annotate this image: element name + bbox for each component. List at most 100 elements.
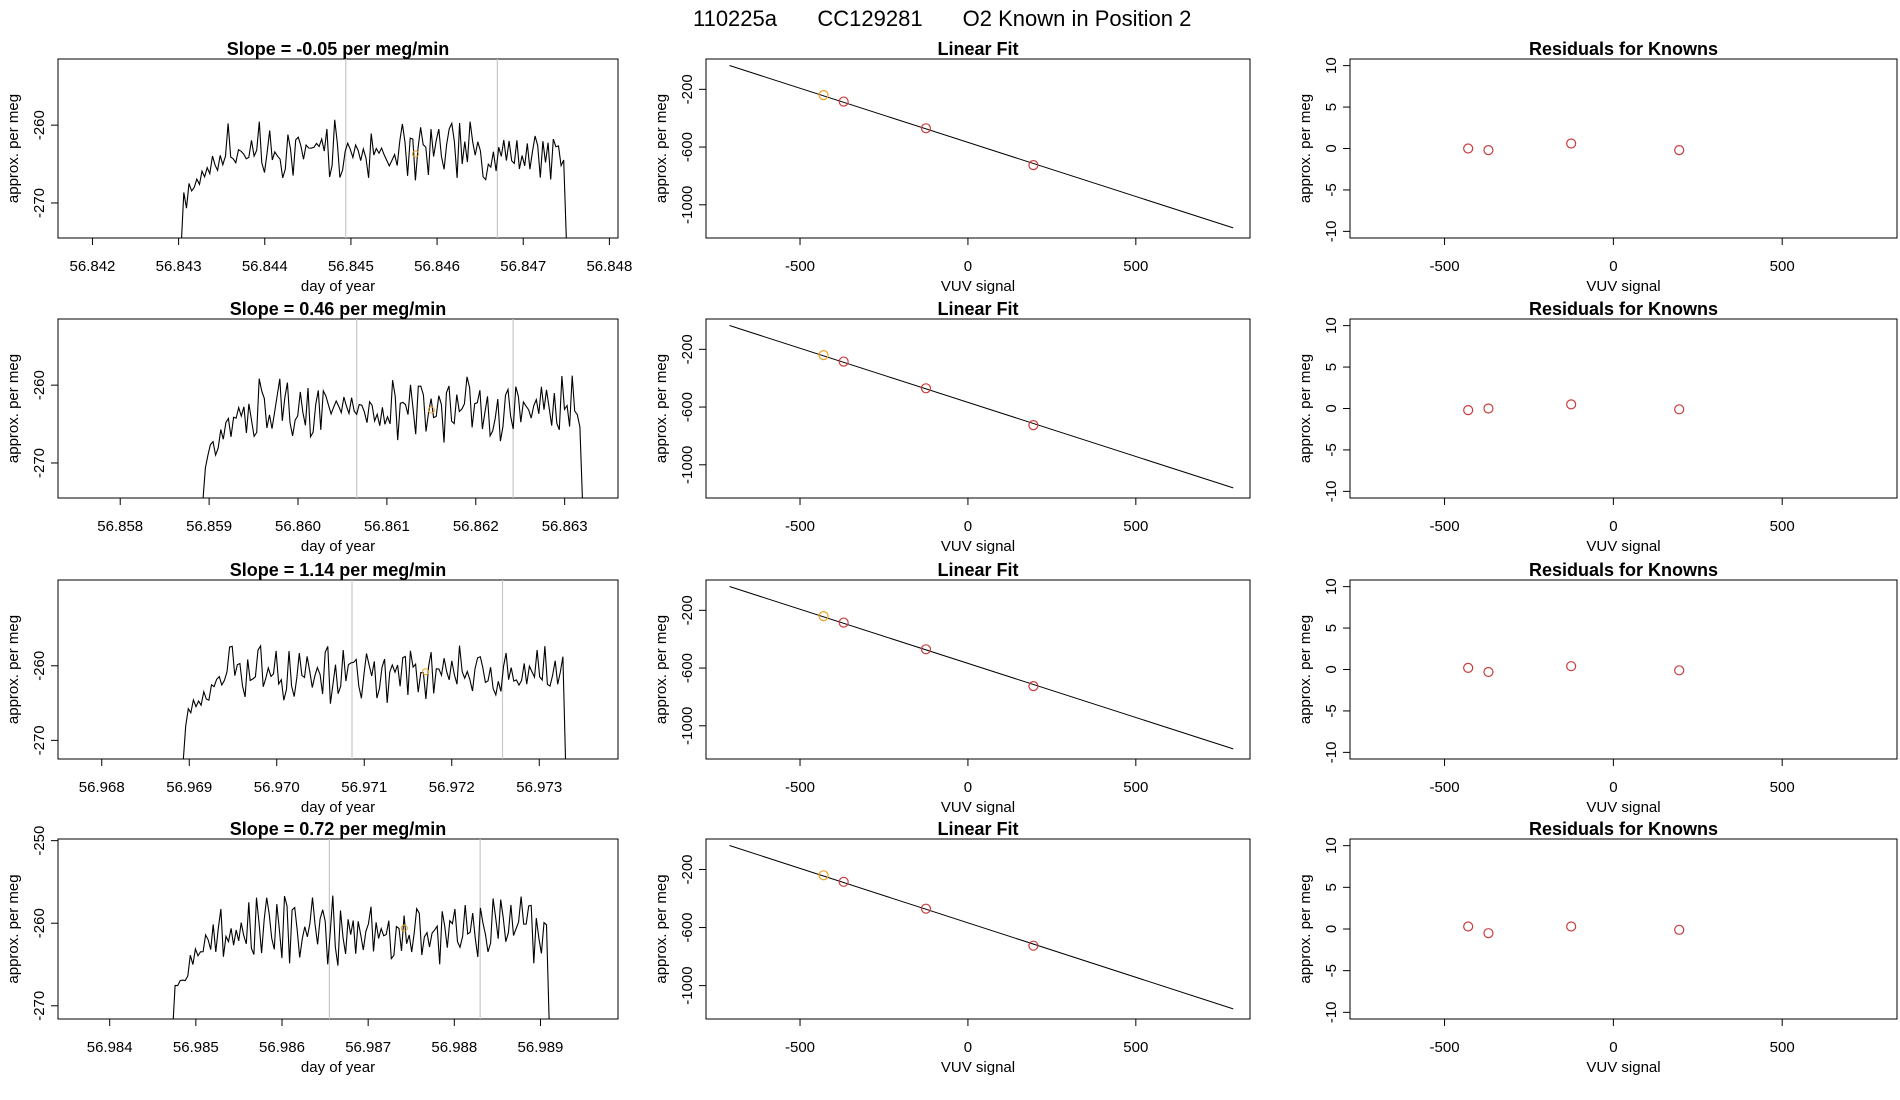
y-tick-label: -200 xyxy=(679,854,696,884)
x-tick-label: 0 xyxy=(964,518,972,535)
x-tick-label: 56.985 xyxy=(173,1039,219,1056)
x-axis-label: VUV signal xyxy=(941,1059,1015,1076)
chart-title: Slope = 0.72 per meg/min xyxy=(230,819,447,839)
panel-grid: Slope = -0.05 per meg/min day of year appr… xyxy=(5,39,1898,1076)
x-tick-label: 56.860 xyxy=(275,518,321,535)
plot-frame xyxy=(705,579,1251,760)
x-tick-label: 56.988 xyxy=(431,1039,477,1056)
x-tick-label: -500 xyxy=(1430,1039,1460,1056)
x-axis-label: day of year xyxy=(301,1059,375,1076)
fit-line xyxy=(729,325,1234,489)
chart-title: Linear Fit xyxy=(937,299,1018,319)
data-point xyxy=(838,356,849,367)
data-point xyxy=(818,610,829,622)
y-tick-label: -10 xyxy=(1323,221,1340,243)
x-tick-label: 500 xyxy=(1770,258,1795,275)
chart-panel-10: Residuals for Knowns VUV signal approx. pe… xyxy=(1297,299,1898,555)
y-tick-label: -5 xyxy=(1323,704,1340,717)
x-axis-label: day of year xyxy=(301,799,375,816)
y-tick-label: -5 xyxy=(1323,443,1340,456)
plot-frame xyxy=(57,838,619,1020)
data-point xyxy=(1463,405,1474,416)
plot-frame xyxy=(1349,58,1898,239)
trace-line xyxy=(181,119,567,238)
data-point xyxy=(920,383,932,394)
y-axis-label: approx. per meg xyxy=(653,874,670,983)
y-axis-label: approx. per meg xyxy=(653,615,670,724)
x-tick-label: 56.968 xyxy=(79,779,125,796)
y-tick-label: -200 xyxy=(679,595,696,625)
x-tick-label: 500 xyxy=(1770,1039,1795,1056)
x-tick-label: 56.861 xyxy=(364,518,410,535)
y-axis-label: approx. per meg xyxy=(653,94,670,203)
x-axis-label: VUV signal xyxy=(941,799,1015,816)
data-point xyxy=(1674,665,1685,676)
x-tick-label: 500 xyxy=(1123,518,1148,535)
mean-marker xyxy=(427,406,435,414)
data-point xyxy=(920,123,932,134)
x-tick-label: 56.971 xyxy=(341,779,387,796)
data-point xyxy=(1566,921,1577,932)
x-tick-label: 0 xyxy=(1609,1039,1617,1056)
plot-frame xyxy=(705,838,1251,1020)
chart-title: Slope = 0.46 per meg/min xyxy=(230,299,447,319)
x-tick-label: -500 xyxy=(785,258,815,275)
x-tick-label: 56.842 xyxy=(70,258,116,275)
plot-frame xyxy=(57,579,619,760)
data-point xyxy=(838,96,849,107)
y-axis-label: approx. per meg xyxy=(1297,615,1314,724)
data-point xyxy=(818,349,829,361)
plot-frame xyxy=(57,318,619,499)
y-tick-label: -270 xyxy=(31,448,48,478)
mean-marker xyxy=(412,150,420,158)
y-tick-label: -5 xyxy=(1323,183,1340,196)
x-tick-label: 56.972 xyxy=(429,779,475,796)
x-tick-label: -500 xyxy=(1430,518,1460,535)
data-point xyxy=(920,903,932,914)
y-tick-label: 0 xyxy=(1323,665,1340,673)
y-tick-label: 0 xyxy=(1323,925,1340,933)
x-tick-label: 500 xyxy=(1123,779,1148,796)
chart-panel-8: Linear Fit VUV signal approx. per meg -500 0… xyxy=(653,819,1251,1076)
plot-frame xyxy=(1349,579,1898,760)
x-tick-label: 56.844 xyxy=(242,258,288,275)
x-axis-label: VUV signal xyxy=(1586,1059,1660,1076)
x-tick-label: 500 xyxy=(1123,258,1148,275)
y-tick-label: 5 xyxy=(1323,103,1340,111)
chart-title: Slope = 1.14 per meg/min xyxy=(230,560,447,580)
y-tick-label: -600 xyxy=(679,132,696,162)
chart-title: Linear Fit xyxy=(937,560,1018,580)
x-axis-label: day of year xyxy=(301,278,375,295)
y-tick-label: -10 xyxy=(1323,1001,1340,1023)
plot-frame xyxy=(1349,318,1898,499)
plot-frame xyxy=(705,58,1251,239)
data-point xyxy=(838,876,849,887)
y-tick-label: -5 xyxy=(1323,964,1340,977)
data-point xyxy=(1483,403,1494,414)
x-tick-label: -500 xyxy=(785,779,815,796)
data-point xyxy=(1483,666,1494,678)
x-tick-label: 56.862 xyxy=(453,518,499,535)
x-axis-label: VUV signal xyxy=(1586,799,1660,816)
y-axis-label: approx. per meg xyxy=(5,354,22,463)
x-tick-label: 56.843 xyxy=(156,258,202,275)
x-tick-label: -500 xyxy=(785,1039,815,1056)
data-point xyxy=(1463,921,1474,932)
y-tick-label: 5 xyxy=(1323,883,1340,891)
y-tick-label: -1000 xyxy=(679,186,696,224)
x-axis-label: day of year xyxy=(301,538,375,555)
data-point xyxy=(1483,928,1494,939)
chart-panel-1: Slope = -0.05 per meg/min day of year appr… xyxy=(5,39,632,295)
data-point xyxy=(1463,143,1474,154)
data-point xyxy=(1566,138,1577,149)
y-tick-label: 0 xyxy=(1323,144,1340,152)
plot-frame xyxy=(705,318,1251,499)
data-point xyxy=(1674,404,1685,415)
y-axis-label: approx. per meg xyxy=(5,615,22,724)
y-tick-label: -260 xyxy=(31,651,48,681)
x-tick-label: 0 xyxy=(964,779,972,796)
x-tick-label: 56.848 xyxy=(586,258,632,275)
y-tick-label: -600 xyxy=(679,653,696,683)
data-point xyxy=(1566,661,1577,672)
